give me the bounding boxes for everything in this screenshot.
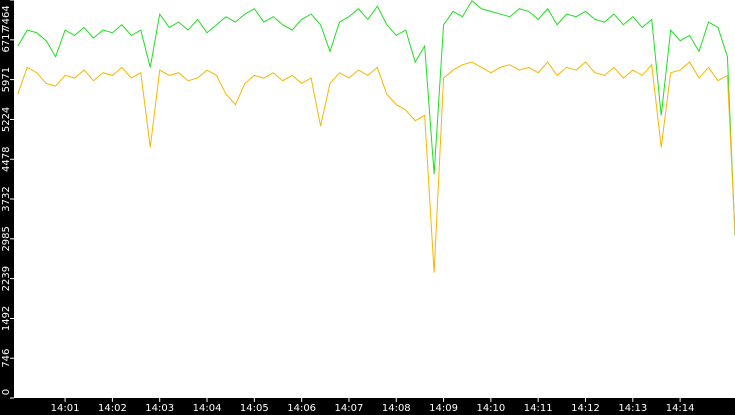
x-tick-label: 14:12 bbox=[571, 403, 600, 414]
y-tick-label: 5971 bbox=[1, 67, 12, 92]
x-tick-label: 14:03 bbox=[145, 403, 174, 414]
y-tick-label: 5224 bbox=[1, 107, 12, 132]
series-line bbox=[17, 0, 735, 236]
x-tick-label: 14:10 bbox=[476, 403, 505, 414]
y-tick-label: 1492 bbox=[1, 306, 12, 331]
x-tick-label: 14:14 bbox=[666, 403, 695, 414]
y-tick-label: 4478 bbox=[1, 146, 12, 171]
x-tick-label: 14:11 bbox=[524, 403, 553, 414]
y-tick-label: 2239 bbox=[1, 266, 12, 291]
x-tick-label: 14:07 bbox=[335, 403, 364, 414]
x-tick-label: 14:01 bbox=[51, 403, 80, 414]
x-axis-band bbox=[0, 398, 735, 415]
y-tick-label: 2985 bbox=[1, 226, 12, 251]
x-tick-label: 14:04 bbox=[193, 403, 222, 414]
x-tick-label: 14:05 bbox=[240, 403, 269, 414]
y-tick-label: 746 bbox=[1, 349, 12, 368]
y-tick-label: 6717 bbox=[1, 27, 12, 52]
x-tick-label: 14:13 bbox=[618, 403, 647, 414]
x-tick-label: 14:02 bbox=[98, 403, 127, 414]
x-tick-label: 14:08 bbox=[382, 403, 411, 414]
y-axis-band bbox=[0, 0, 14, 415]
y-tick-label: 0 bbox=[1, 389, 12, 395]
y-tick-label: 3732 bbox=[1, 186, 12, 211]
x-tick-label: 14:09 bbox=[429, 403, 458, 414]
series-line bbox=[17, 61, 735, 273]
y-tick-label: 7464 bbox=[1, 5, 12, 30]
x-tick-label: 14:06 bbox=[287, 403, 316, 414]
